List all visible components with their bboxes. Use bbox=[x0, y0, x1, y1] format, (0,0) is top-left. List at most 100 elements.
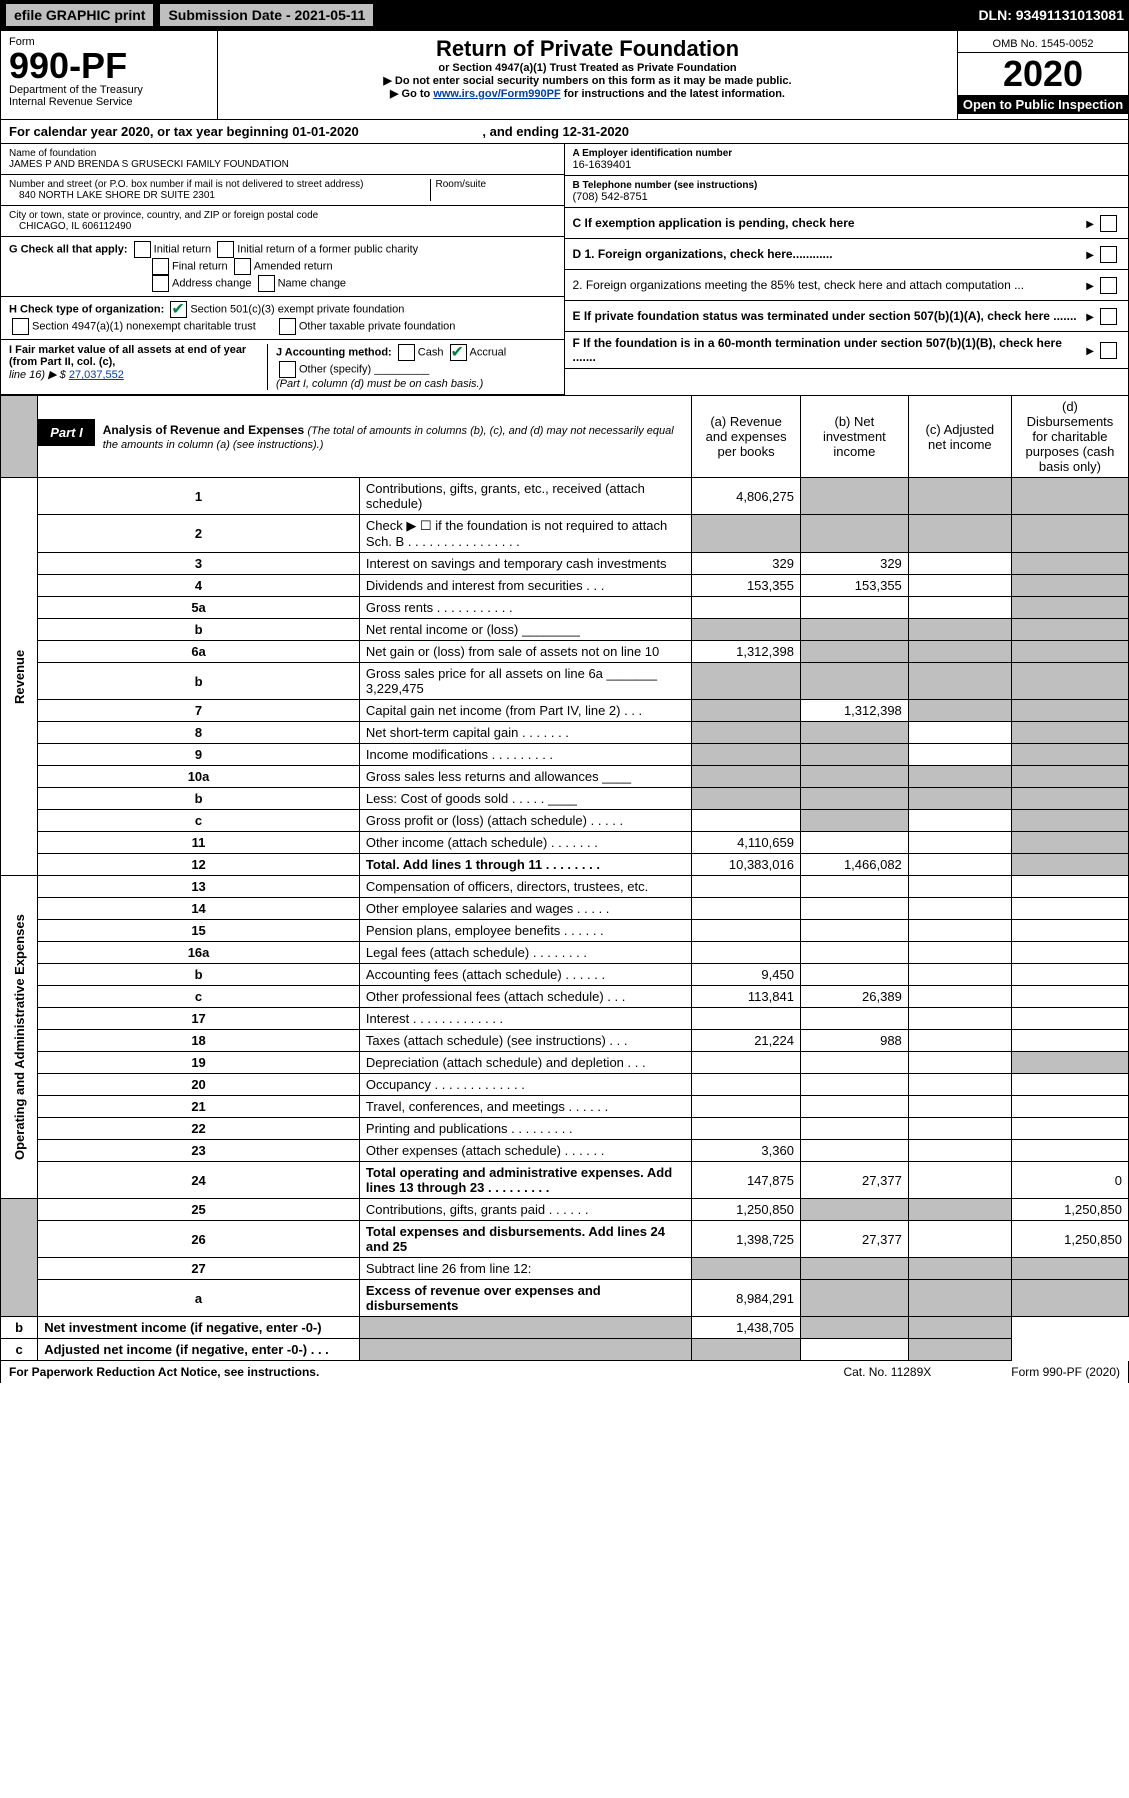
value-cell-a bbox=[692, 1008, 801, 1030]
value-cell-a: 329 bbox=[692, 553, 801, 575]
e-checkbox[interactable] bbox=[1100, 308, 1117, 325]
d2-checkbox[interactable] bbox=[1100, 277, 1117, 294]
value-cell-a bbox=[692, 898, 801, 920]
value-cell-b bbox=[800, 876, 908, 898]
col-c-header: (c) Adjusted net income bbox=[908, 396, 1011, 478]
row-label: Pension plans, employee benefits . . . .… bbox=[359, 920, 691, 942]
accrual-checkbox[interactable] bbox=[450, 344, 467, 361]
value-cell-b: 153,355 bbox=[800, 575, 908, 597]
value-cell-d bbox=[1011, 1008, 1128, 1030]
blank-section bbox=[1, 1199, 38, 1317]
submission-date-button[interactable]: Submission Date - 2021-05-11 bbox=[159, 3, 374, 27]
row-label: Total expenses and disbursements. Add li… bbox=[359, 1221, 691, 1258]
value-cell-c bbox=[908, 1162, 1011, 1199]
cash-checkbox[interactable] bbox=[398, 344, 415, 361]
value-cell-a bbox=[692, 619, 801, 641]
table-row: Operating and Administrative Expenses13C… bbox=[1, 876, 1129, 898]
row-number: b bbox=[38, 788, 360, 810]
row-label: Total. Add lines 1 through 11 . . . . . … bbox=[359, 854, 691, 876]
footer: For Paperwork Reduction Act Notice, see … bbox=[0, 1361, 1129, 1383]
value-cell-d bbox=[1011, 1074, 1128, 1096]
value-cell-d bbox=[1011, 766, 1128, 788]
d1-checkbox[interactable] bbox=[1100, 246, 1117, 263]
expenses-section-label: Operating and Administrative Expenses bbox=[1, 876, 38, 1199]
row-number: 3 bbox=[38, 553, 360, 575]
value-cell-a: 1,398,725 bbox=[692, 1221, 801, 1258]
value-cell-a bbox=[692, 597, 801, 619]
value-cell-c bbox=[908, 766, 1011, 788]
value-cell-c bbox=[908, 876, 1011, 898]
value-cell-b bbox=[800, 744, 908, 766]
part1-tab: Part I bbox=[38, 419, 95, 446]
name-label: Name of foundation bbox=[9, 148, 556, 159]
value-cell-c bbox=[908, 1258, 1011, 1280]
initial-return-checkbox[interactable] bbox=[134, 241, 151, 258]
final-return-checkbox[interactable] bbox=[152, 258, 169, 275]
c-checkbox[interactable] bbox=[1100, 215, 1117, 232]
value-cell-b bbox=[800, 1118, 908, 1140]
fmv-value[interactable]: 27,037,552 bbox=[69, 369, 124, 381]
value-cell-a bbox=[359, 1339, 691, 1361]
row-number: 19 bbox=[38, 1052, 360, 1074]
value-cell-d bbox=[1011, 663, 1128, 700]
row-number: 13 bbox=[38, 876, 360, 898]
value-cell-a: 1,312,398 bbox=[692, 641, 801, 663]
g-label: G Check all that apply: bbox=[9, 243, 128, 255]
other-method-checkbox[interactable] bbox=[279, 361, 296, 378]
table-row: 2Check ▶ ☐ if the foundation is not requ… bbox=[1, 515, 1129, 553]
table-row: bNet rental income or (loss) ________ bbox=[1, 619, 1129, 641]
dln-label: DLN: 93491131013081 bbox=[978, 7, 1124, 23]
value-cell-b bbox=[800, 597, 908, 619]
value-cell-a: 8,984,291 bbox=[692, 1280, 801, 1317]
value-cell-d bbox=[1011, 722, 1128, 744]
j-note: (Part I, column (d) must be on cash basi… bbox=[276, 378, 483, 390]
other-taxable-checkbox[interactable] bbox=[279, 318, 296, 335]
value-cell-c bbox=[908, 898, 1011, 920]
501c3-checkbox[interactable] bbox=[170, 301, 187, 318]
table-row: 7Capital gain net income (from Part IV, … bbox=[1, 700, 1129, 722]
irs-label: Internal Revenue Service bbox=[9, 96, 209, 108]
row-label: Gross sales less returns and allowances … bbox=[359, 766, 691, 788]
address-change-checkbox[interactable] bbox=[152, 275, 169, 292]
row-number: 27 bbox=[38, 1258, 360, 1280]
amended-return-checkbox[interactable] bbox=[234, 258, 251, 275]
row-label: Net short-term capital gain . . . . . . … bbox=[359, 722, 691, 744]
value-cell-d bbox=[1011, 619, 1128, 641]
part1-title: Analysis of Revenue and Expenses bbox=[103, 423, 304, 437]
value-cell-d bbox=[908, 1339, 1011, 1361]
row-number: 23 bbox=[38, 1140, 360, 1162]
row-number: 11 bbox=[38, 832, 360, 854]
table-row: 14Other employee salaries and wages . . … bbox=[1, 898, 1129, 920]
value-cell-a bbox=[692, 920, 801, 942]
value-cell-a bbox=[692, 663, 801, 700]
value-cell-d bbox=[1011, 1030, 1128, 1052]
i-line-ref: line 16) ▶ $ bbox=[9, 369, 66, 381]
row-label: Gross sales price for all assets on line… bbox=[359, 663, 691, 700]
row-number: c bbox=[38, 986, 360, 1008]
table-row: 6aNet gain or (loss) from sale of assets… bbox=[1, 641, 1129, 663]
cat-number: Cat. No. 11289X bbox=[843, 1365, 931, 1379]
value-cell-c bbox=[800, 1317, 908, 1339]
d2-label: 2. Foreign organizations meeting the 85%… bbox=[573, 278, 1025, 292]
table-row: 3Interest on savings and temporary cash … bbox=[1, 553, 1129, 575]
form990pf-link[interactable]: www.irs.gov/Form990PF bbox=[433, 88, 560, 100]
efile-print-button[interactable]: efile GRAPHIC print bbox=[5, 3, 154, 27]
4947-checkbox[interactable] bbox=[12, 318, 29, 335]
name-change-checkbox[interactable] bbox=[258, 275, 275, 292]
table-row: 24Total operating and administrative exp… bbox=[1, 1162, 1129, 1199]
value-cell-b bbox=[800, 832, 908, 854]
value-cell-c bbox=[908, 641, 1011, 663]
value-cell-d bbox=[1011, 1280, 1128, 1317]
value-cell-a bbox=[692, 1052, 801, 1074]
form-title: Return of Private Foundation bbox=[226, 36, 949, 62]
d1-label: D 1. Foreign organizations, check here..… bbox=[573, 247, 833, 261]
value-cell-d bbox=[1011, 942, 1128, 964]
f-checkbox[interactable] bbox=[1100, 342, 1117, 359]
row-number: 9 bbox=[38, 744, 360, 766]
initial-former-checkbox[interactable] bbox=[217, 241, 234, 258]
addr-label: Number and street (or P.O. box number if… bbox=[9, 179, 430, 190]
phone-value: (708) 542-8751 bbox=[573, 191, 1121, 203]
value-cell-c bbox=[908, 810, 1011, 832]
foundation-city: CHICAGO, IL 606112490 bbox=[9, 221, 556, 232]
row-number: 26 bbox=[38, 1221, 360, 1258]
